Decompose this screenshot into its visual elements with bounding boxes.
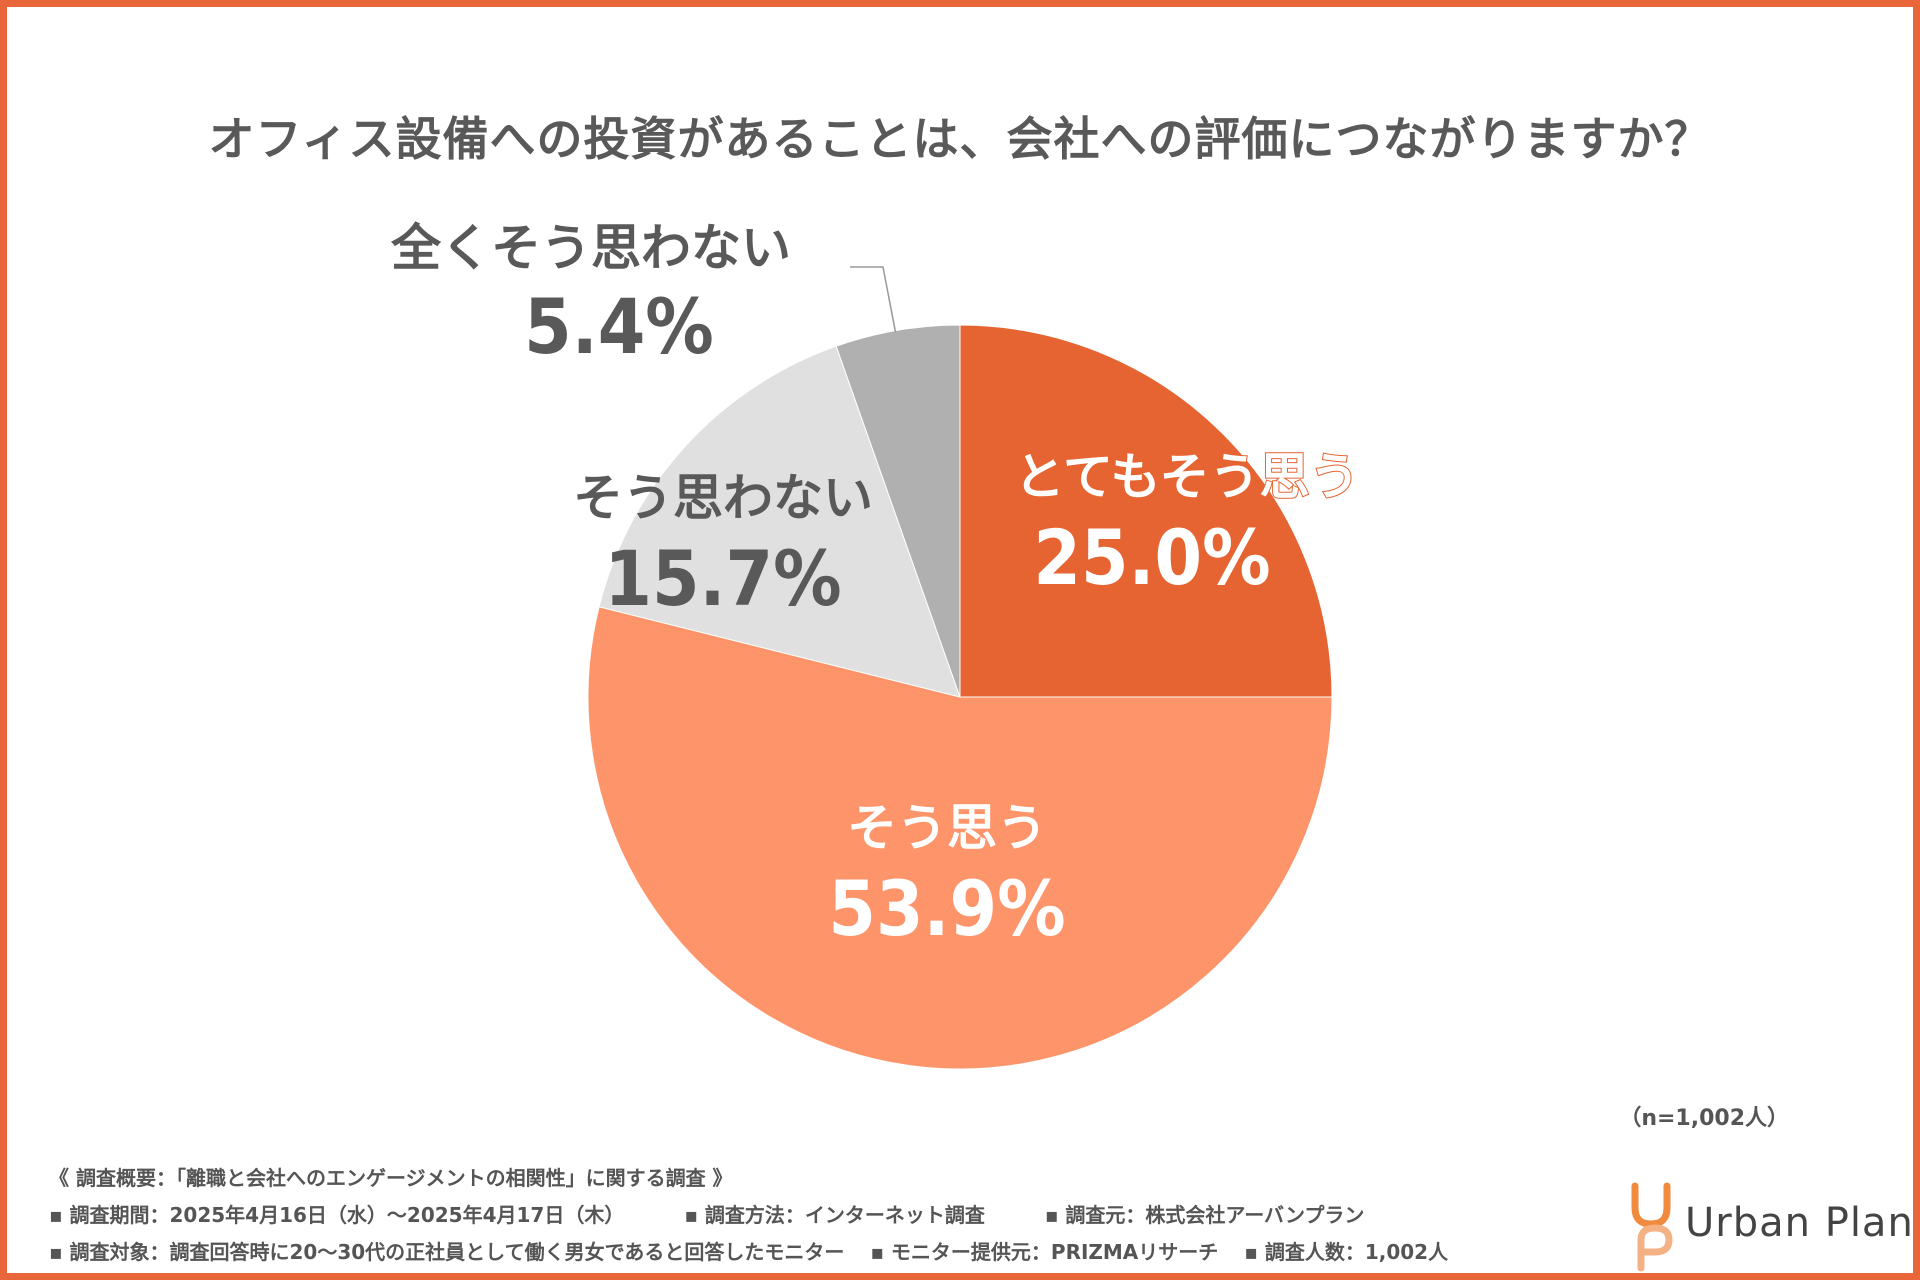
pie-slice-agree	[587, 606, 1333, 1070]
brand-mark-icon	[1631, 1182, 1673, 1272]
survey-footnotes: 《 調査概要：「離職と会社へのエンゲージメントの相関性」に関する調査 》 ▪ 調…	[49, 1160, 1448, 1271]
pie-slice-strongly-disagree	[835, 324, 961, 698]
pie-slice-very-agree	[959, 324, 1333, 698]
slice-value-disagree: 15.7%	[604, 534, 841, 623]
footnote-period: ▪ 調査期間：2025年4月16日（水）～2025年4月17日（木）	[49, 1203, 625, 1227]
footnote-count: ▪ 調査人数：1,002人	[1244, 1240, 1449, 1264]
pie-chart: とてもそう思う 25.0% そう思う 53.9% そう思わない 15.7% 全くそう思わない…	[390, 219, 1361, 1070]
slice-value-very-agree: 25.0%	[1033, 513, 1270, 602]
slice-label-very-agree: とてもそう思う	[1015, 448, 1360, 506]
footnote-source: ▪ 調査元：株式会社アーバンプラン	[1044, 1203, 1365, 1227]
footnote-provider: ▪ モニター提供元：PRIZMAリサーチ	[870, 1240, 1219, 1264]
slice-value-strongly-disagree: 5.4%	[524, 282, 714, 371]
footnote-row-2: ▪ 調査対象：調査回答時に20～30代の正社員として働く男女であると回答したモニ…	[49, 1234, 1448, 1271]
slice-label-disagree: そう思わない	[573, 469, 873, 527]
slice-label-strongly-disagree: 全くそう思わない	[390, 219, 791, 277]
leader-line-strongly-disagree	[850, 266, 897, 333]
footnote-row-1: ▪ 調査期間：2025年4月16日（水）～2025年4月17日（木） ▪ 調査方法…	[49, 1197, 1448, 1234]
slice-value-agree: 53.9%	[828, 864, 1065, 953]
pie-slice-disagree	[598, 345, 961, 698]
slice-label-agree: そう思う	[847, 799, 1047, 857]
sample-size-note: （n=1,002人）	[1619, 1106, 1789, 1131]
footnote-target: ▪ 調査対象：調査回答時に20～30代の正社員として働く男女であると回答したモニ…	[49, 1240, 845, 1264]
footnote-method: ▪ 調査方法：インターネット調査	[684, 1203, 985, 1227]
chart-title: オフィス設備への投資があることは、会社への評価につながりますか？	[208, 112, 1712, 166]
footnote-heading: 《 調査概要：「離職と会社へのエンゲージメントの相関性」に関する調査 》	[49, 1166, 733, 1190]
brand-logo: Urban Plan	[1629, 1182, 1913, 1272]
brand-name: Urban Plan	[1685, 1200, 1914, 1246]
